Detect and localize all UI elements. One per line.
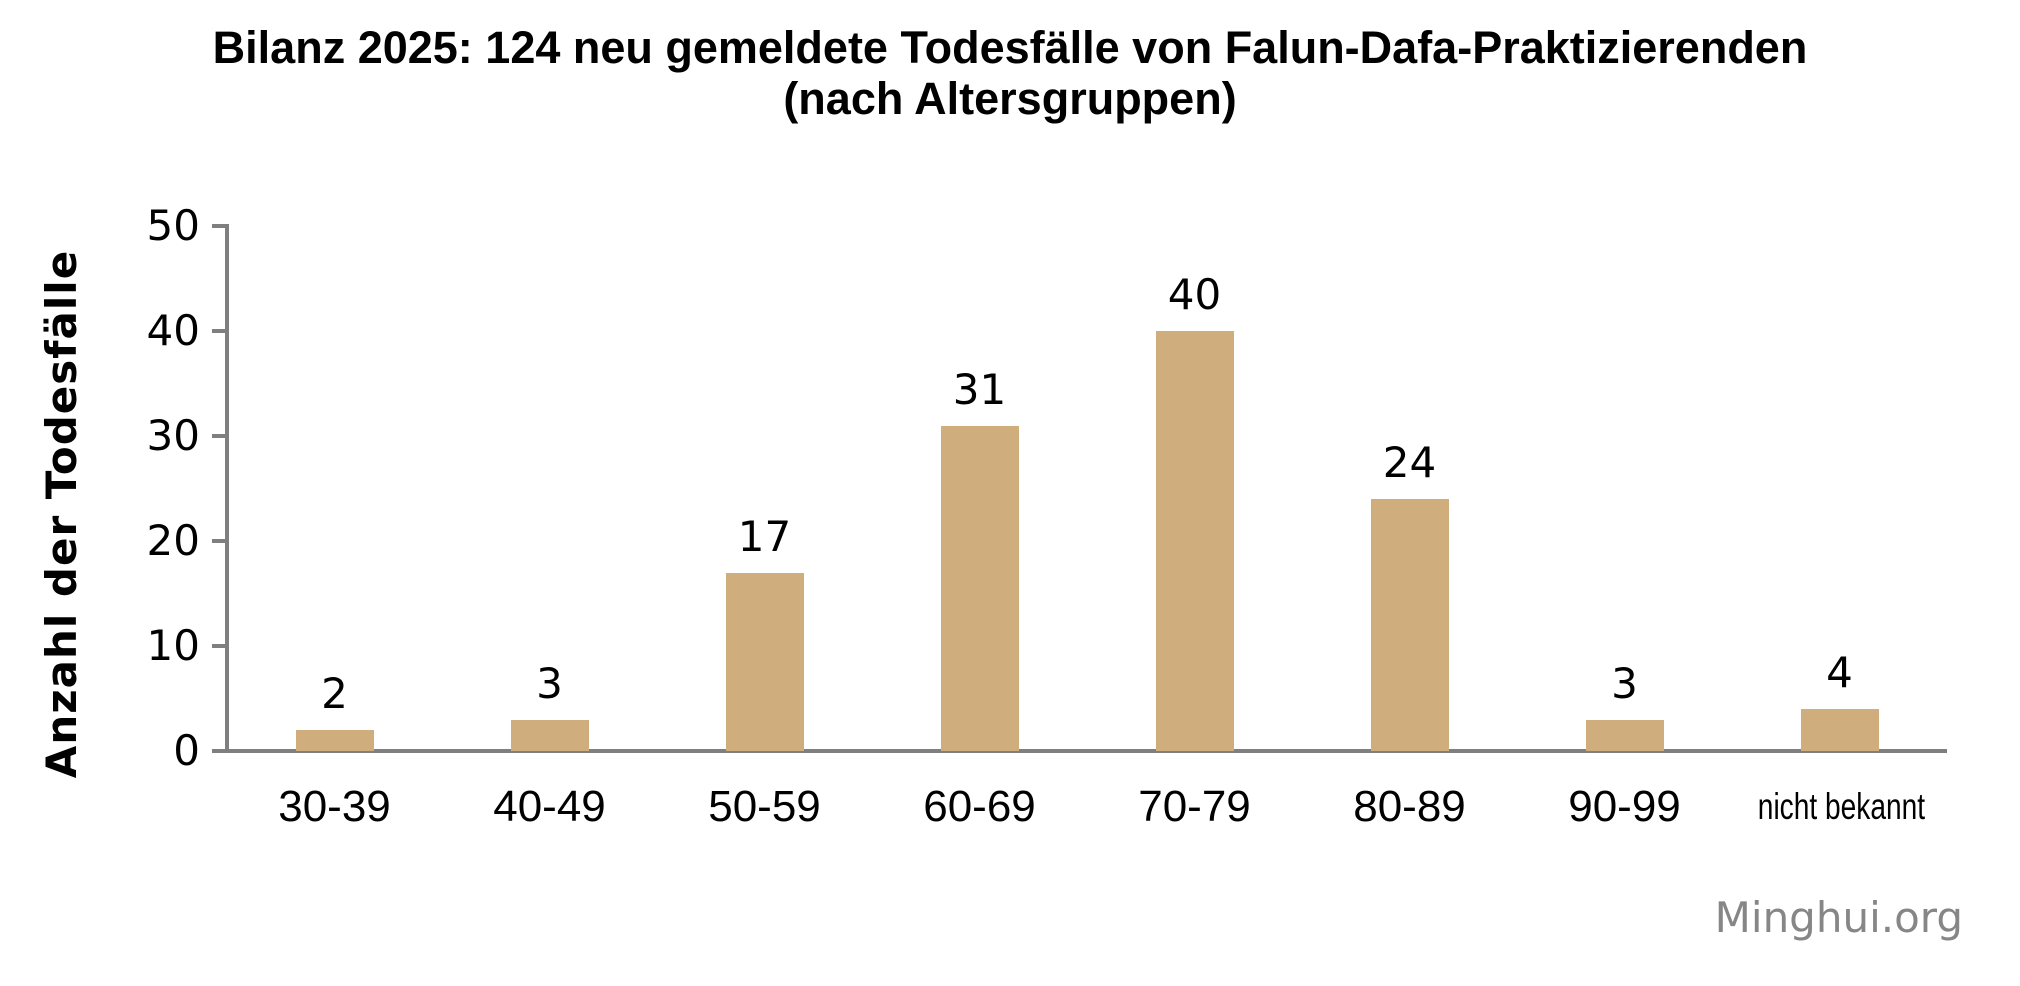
x-tick-label: 90-99 [1568,782,1681,831]
x-tick-label: 80-89 [1353,782,1466,831]
bar-value-label: 3 [536,658,563,708]
y-tick-mark [212,224,227,228]
bar-value-label: 40 [1167,270,1222,319]
chart-title: Bilanz 2025: 124 neu gemeldete Todesfäll… [0,22,2020,124]
y-tick-label: 50 [146,201,200,250]
bar [1155,331,1234,751]
chart-title-line2: (nach Altersgruppen) [783,73,1237,124]
y-tick-label: 0 [173,726,200,775]
y-tick-label: 10 [146,621,200,670]
bar-value-label: 4 [1826,648,1853,697]
y-tick-label: 20 [146,516,200,565]
y-tick-mark [212,434,227,438]
chart-title-line1: Bilanz 2025: 124 neu gemeldete Todesfäll… [212,22,1808,73]
x-tick-label: 60-69 [923,782,1036,831]
y-tick-label: 30 [146,411,200,460]
y-tick-mark [212,644,227,648]
x-tick-label: 70-79 [1138,782,1251,831]
x-axis-line [212,749,1947,753]
x-tick-label: nicht bekannt [1757,786,1926,827]
bar [940,425,1019,751]
bar [295,730,374,751]
bar-value-label: 17 [737,511,792,561]
bar-value-label: 3 [1611,658,1638,708]
y-tick-label: 40 [146,306,200,355]
bar-value-label: 2 [321,669,348,718]
x-tick-label: 40-49 [493,782,606,831]
y-axis-line [225,224,229,753]
bar [1585,719,1664,751]
minghui-watermark: Minghui.org [1714,893,1963,942]
x-tick-label: 50-59 [708,782,821,831]
bar [510,719,589,751]
bar-value-label: 24 [1382,438,1437,487]
bar [1370,499,1449,751]
x-tick-label: 30-39 [278,782,391,831]
bar-value-label: 31 [952,364,1007,414]
bar [1800,709,1879,751]
y-tick-mark [212,329,227,333]
bar [725,572,804,751]
y-tick-mark [212,539,227,543]
